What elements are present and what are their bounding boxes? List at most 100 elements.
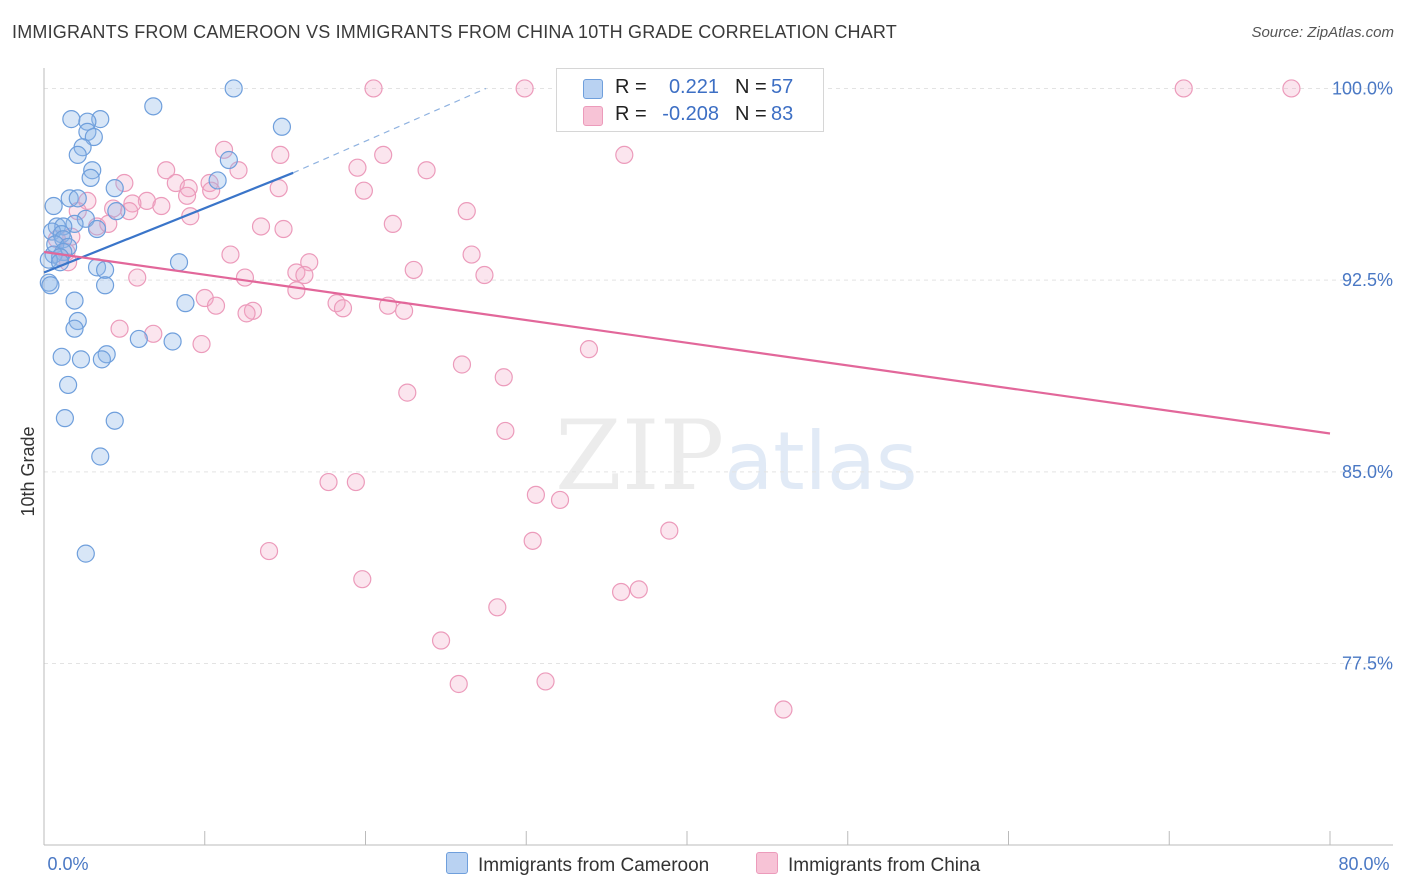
cameroon-point [97, 345, 116, 364]
china-point [523, 531, 542, 550]
china-point [660, 521, 679, 540]
cameroon-point [91, 447, 110, 466]
china-point [157, 161, 176, 180]
cameroon-point [272, 117, 292, 136]
china-point [274, 219, 293, 239]
cameroon-point [65, 214, 84, 234]
series-label-cameroon: Immigrants from Cameroon [478, 855, 710, 876]
china-points [47, 79, 1301, 719]
label-layer: 77.5% 85.0% 92.5% 100.0% 0.0% 80.0% 10th Grade [18, 78, 1393, 874]
cameroon-point [68, 145, 87, 165]
china-point [152, 196, 171, 216]
china-point [550, 490, 570, 510]
cameroon-point [65, 319, 84, 338]
china-point [526, 485, 545, 504]
cameroon-point [76, 544, 95, 563]
china-point [269, 179, 288, 198]
cameroon-point [78, 112, 97, 131]
china-point [417, 161, 436, 180]
china-point [449, 674, 468, 694]
china-point [354, 181, 373, 200]
china-point [404, 260, 423, 280]
cameroon-point [219, 150, 238, 170]
china-point [1282, 79, 1301, 98]
x-tick-label: 0.0% [47, 854, 88, 874]
china-point [475, 265, 494, 285]
series-legend-cameroon[interactable]: Immigrants from Cameroon [446, 852, 709, 877]
cameroon-point [144, 97, 163, 116]
y-axis-label: 10th Grade [18, 426, 38, 516]
legend-n-value: 57 [771, 76, 794, 98]
series-swatch-blue [446, 852, 468, 874]
china-point [496, 421, 515, 441]
china-point [452, 355, 472, 374]
china-point [137, 191, 156, 211]
china-point [394, 301, 414, 320]
china-point [202, 181, 221, 200]
cameroon-point [92, 350, 111, 369]
china-point [120, 202, 139, 221]
china-point [192, 334, 211, 354]
china-point [353, 570, 372, 589]
cameroon-point [55, 409, 74, 428]
china-point [115, 173, 134, 193]
cameroon-point [129, 329, 148, 349]
china-point [374, 145, 393, 165]
legend-r-label: R = [615, 76, 647, 98]
legend-n-value: 83 [771, 103, 794, 125]
y-tick-label: 100.0% [1332, 78, 1393, 98]
china-trend-line [43, 250, 1331, 435]
china-point [319, 472, 338, 492]
china-point [333, 299, 353, 318]
cameroon-point [54, 217, 73, 236]
china-point [287, 281, 306, 300]
china-point [383, 214, 402, 234]
cameroon-point [107, 202, 126, 221]
cameroon-point [176, 294, 195, 313]
legend-r-value: 0.221 [668, 76, 719, 98]
cameroon-point [95, 260, 115, 280]
cameroon-trend-line [43, 171, 294, 274]
legend-r-label: R = [615, 103, 647, 125]
china-point [536, 672, 555, 691]
legend-row-china: R = -0.208 N = 83 [557, 100, 823, 128]
china-point [615, 145, 634, 165]
china-point [179, 179, 198, 198]
china-point [398, 383, 417, 402]
china-point [251, 217, 271, 236]
y-tick-label: 77.5% [1342, 654, 1393, 674]
cameroon-point [224, 79, 243, 98]
axis-layer [43, 68, 1393, 846]
cameroon-point [169, 253, 189, 272]
cameroon-point [39, 250, 58, 269]
china-point [488, 598, 507, 617]
cameroon-point [208, 171, 227, 190]
cameroon-point [62, 110, 81, 129]
china-point [235, 268, 255, 287]
cameroon-point [95, 276, 115, 295]
china-point [259, 541, 279, 561]
y-tick-label: 92.5% [1342, 270, 1393, 290]
trend-layer [43, 87, 1331, 435]
legend-row-cameroon: R = 0.221 N = 57 [557, 73, 823, 101]
china-point [110, 319, 129, 338]
china-point [346, 472, 365, 492]
watermark: ZIPatlas [555, 400, 918, 512]
correlation-legend: R = 0.221 N = 57 R = -0.208 N = 83 [556, 68, 824, 132]
cameroon-point [83, 161, 102, 180]
china-point [1174, 79, 1193, 98]
china-point [774, 700, 793, 719]
source-label: Source: ZipAtlas.com [1251, 24, 1394, 41]
series-label-china: Immigrants from China [788, 855, 981, 876]
cameroon-point [81, 168, 100, 188]
cameroon-point [52, 347, 71, 366]
cameroon-point [59, 375, 78, 395]
cameroon-point [87, 219, 107, 239]
china-point [214, 140, 234, 159]
china-point [515, 79, 534, 98]
series-legend-china[interactable]: Immigrants from China [756, 852, 980, 877]
china-point [462, 245, 481, 264]
cameroon-point [44, 196, 63, 216]
cameroon-point [84, 127, 103, 147]
